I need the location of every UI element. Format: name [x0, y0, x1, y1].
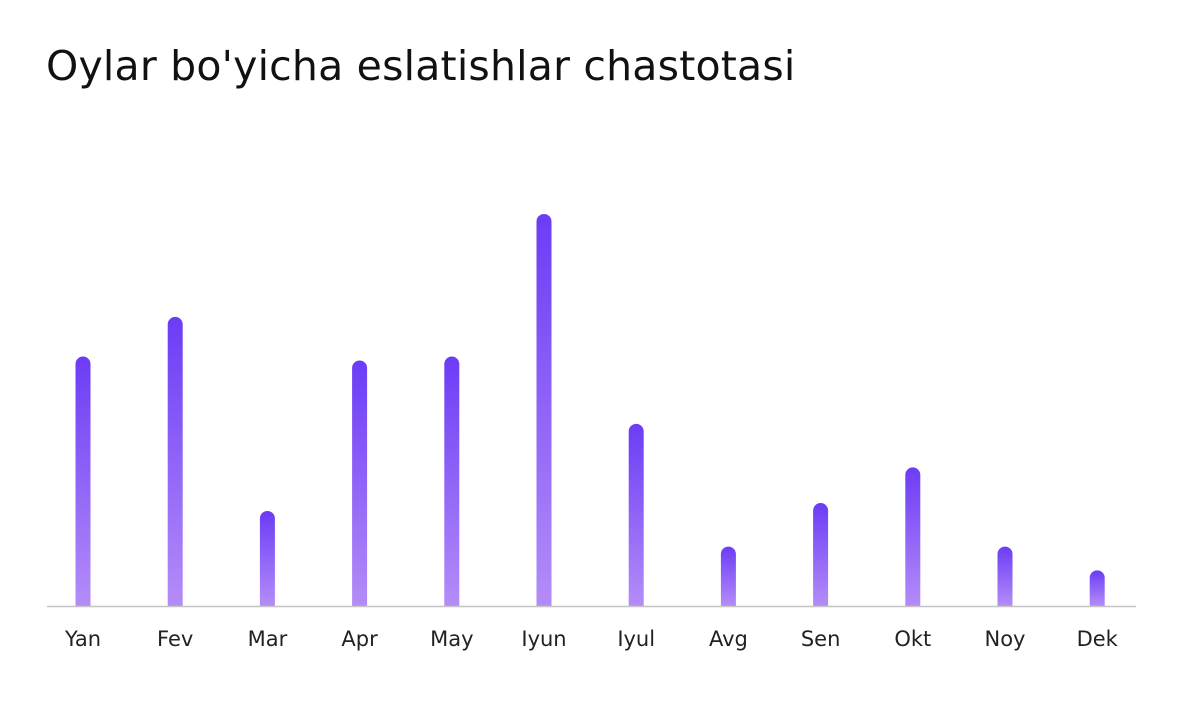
- x-tick-label: Yan: [64, 627, 101, 651]
- x-tick-label: Mar: [248, 627, 288, 651]
- bar-avg: [720, 546, 736, 606]
- x-tick-label: Sen: [801, 627, 841, 651]
- x-tick-label: Noy: [985, 627, 1026, 651]
- x-tick-label: Iyul: [617, 627, 655, 651]
- x-tick-label: Dek: [1077, 627, 1119, 651]
- bar-dek: [1089, 570, 1105, 606]
- x-tick-label: Apr: [341, 627, 378, 651]
- bar-apr: [352, 360, 368, 606]
- x-tick-label: Iyun: [521, 627, 566, 651]
- bars-group: [75, 213, 1105, 606]
- chart-title: Oylar bo'yicha eslatishlar chastotasi: [46, 42, 796, 90]
- x-tick-label: Fev: [157, 627, 193, 651]
- bar-okt: [905, 467, 921, 606]
- x-tick-label: Okt: [894, 627, 931, 651]
- bar-mar: [259, 510, 275, 606]
- x-tick-labels: Yan Fev Mar Apr May Iyun Iyul Avg Sen Okt Noy Dek: [64, 627, 1119, 651]
- bar-iyun: [536, 213, 552, 606]
- x-tick-label: May: [430, 627, 473, 651]
- bar-yan: [75, 356, 91, 606]
- bar-iyul: [628, 423, 644, 606]
- x-tick-label: Avg: [709, 627, 748, 651]
- bar-sen: [813, 503, 829, 606]
- bar-may: [444, 356, 460, 606]
- bar-fev: [167, 316, 183, 606]
- bar-noy: [997, 546, 1013, 606]
